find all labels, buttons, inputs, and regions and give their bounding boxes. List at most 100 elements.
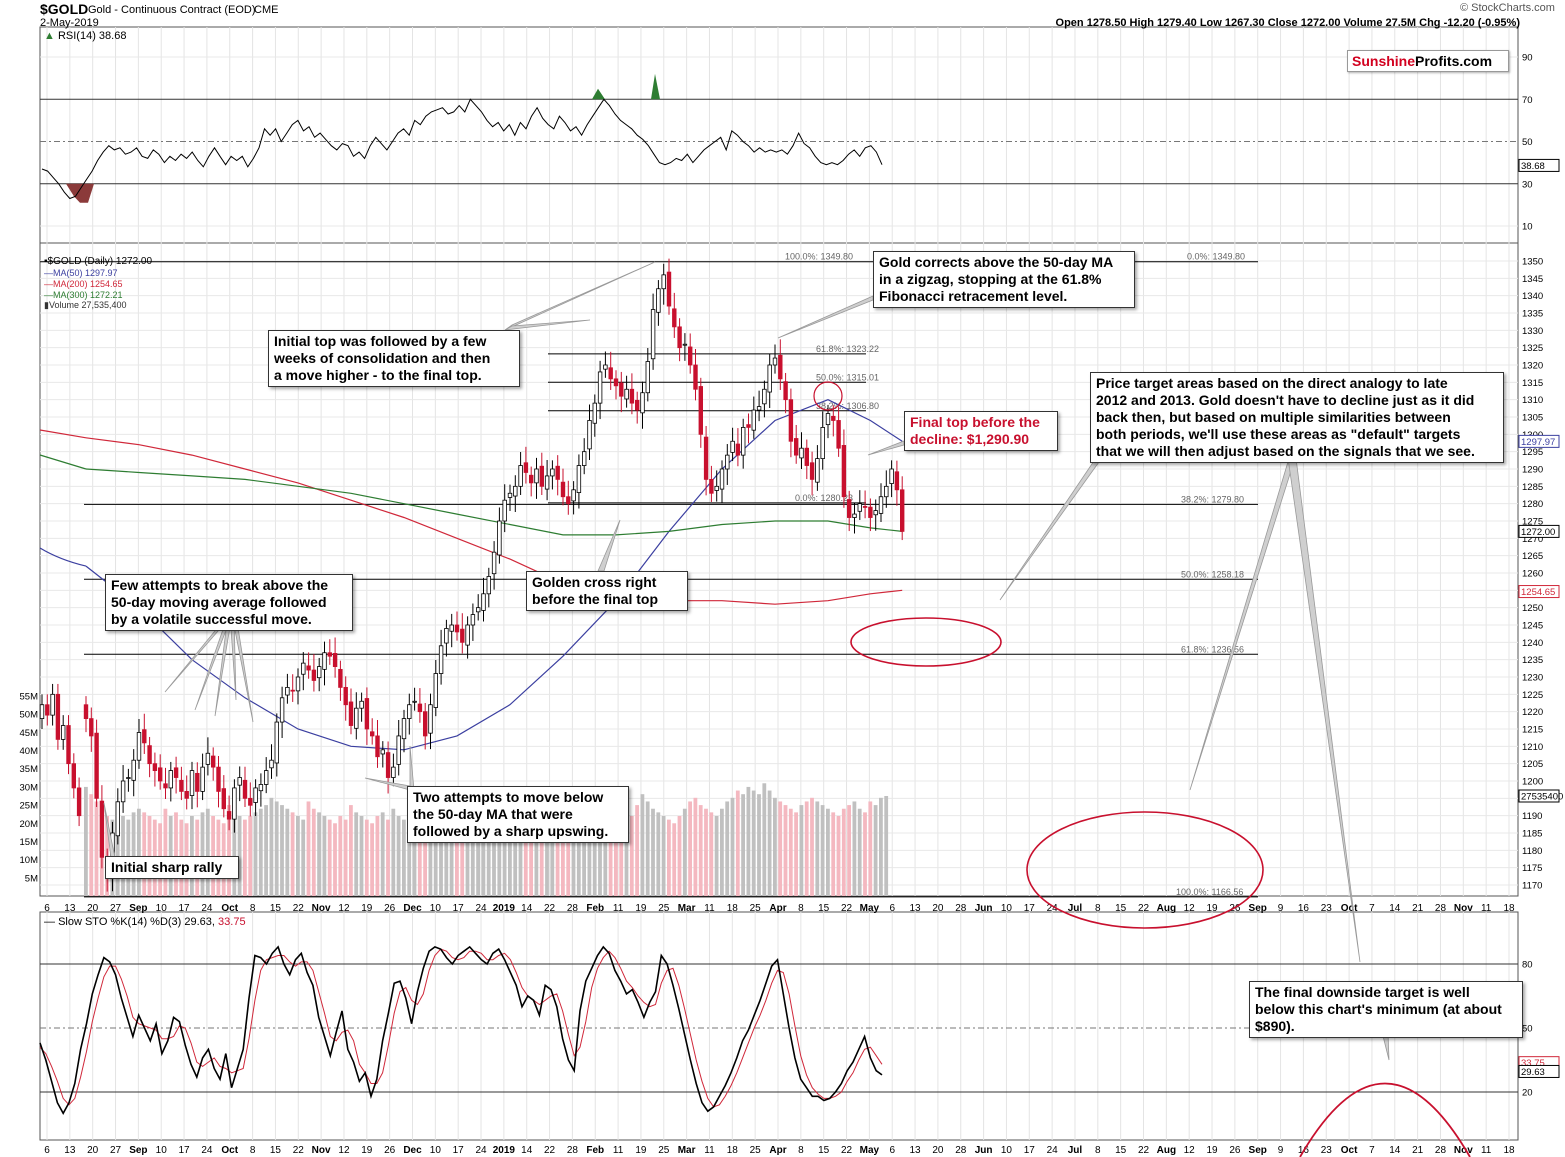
x-axis-label: 10 xyxy=(156,903,168,914)
sunshine-profits-logo: SunshineProfits.com xyxy=(1347,50,1509,72)
ma50-left-line xyxy=(39,547,87,567)
candle-body xyxy=(608,367,613,380)
x-axis-label: 2019 xyxy=(493,903,516,914)
candle-body xyxy=(438,645,444,674)
candle-body xyxy=(762,388,767,405)
x-axis-label: Dec xyxy=(403,903,422,914)
price-tick-label: 1250 xyxy=(1522,603,1543,614)
candle-body xyxy=(672,308,677,328)
candle-body xyxy=(380,749,385,755)
sto-x-axis-label: 17 xyxy=(1024,1145,1036,1156)
price-tick-label: 1260 xyxy=(1522,569,1543,580)
ma300-legend-text: MA(300) 1272.21 xyxy=(53,290,123,300)
annotation-few-attempts: Few attempts to break above the 50-day m… xyxy=(105,574,353,631)
candle-body xyxy=(900,489,905,532)
sto-x-axis-label: 13 xyxy=(910,1145,922,1156)
volume-bar xyxy=(131,812,136,896)
sto-legend-icon: — xyxy=(44,916,55,928)
fibonacci-label: 0.0%: 1280.23 xyxy=(795,493,853,503)
volume-bar xyxy=(566,816,571,896)
candle-body xyxy=(55,693,61,740)
candle-body xyxy=(889,468,894,484)
candle-body xyxy=(369,731,375,737)
price-tick-label: 1350 xyxy=(1522,257,1543,268)
sto-x-axis-label: 13 xyxy=(64,1145,76,1156)
candle-body xyxy=(301,662,306,675)
candle-body xyxy=(348,701,354,726)
volume-bar xyxy=(545,834,549,896)
candle-body xyxy=(465,624,470,646)
price-tick-label: 1215 xyxy=(1522,725,1543,736)
volume-bar xyxy=(836,816,841,896)
volume-bar xyxy=(396,816,401,896)
candle-body xyxy=(751,409,756,431)
volume-bar xyxy=(84,786,88,896)
candle-body xyxy=(841,445,847,498)
ma200-last-value: 1254.65 xyxy=(1521,587,1555,598)
ohlc-summary: Open 1278.50 High 1279.40 Low 1267.30 Cl… xyxy=(1055,17,1520,29)
price-tick-label: 1175 xyxy=(1522,863,1542,874)
volume-bar xyxy=(783,805,788,896)
sto-tick-label: 80 xyxy=(1522,960,1533,971)
candle-body xyxy=(89,718,94,737)
candle-body xyxy=(396,735,401,765)
pointer-gold-corrects xyxy=(777,295,874,339)
volume-bar xyxy=(174,812,178,896)
sto-x-axis-label: 7 xyxy=(1369,1145,1375,1156)
candle-body xyxy=(195,772,200,792)
fibonacci-label: 100.0%: 1166.56 xyxy=(1176,887,1243,897)
volume-bar xyxy=(640,794,645,896)
volume-bar xyxy=(794,812,798,896)
candle-body xyxy=(804,447,809,466)
x-axis-label: 28 xyxy=(955,903,967,914)
candle-body xyxy=(523,462,529,473)
candle-body xyxy=(778,354,783,380)
candle-body xyxy=(847,499,852,518)
candle-body xyxy=(735,443,741,456)
volume-bar xyxy=(741,794,745,896)
x-axis-label: 15 xyxy=(1115,903,1127,914)
logo-part-profits: Profits.com xyxy=(1415,53,1493,69)
volume-bar xyxy=(343,819,348,896)
candle-body xyxy=(809,462,815,480)
price-tick-label: 1295 xyxy=(1522,447,1543,458)
sto-x-axis-label: 10 xyxy=(1001,1145,1013,1156)
sto-x-axis-label: 18 xyxy=(727,1145,739,1156)
chart-date: 2-May-2019 xyxy=(40,17,99,29)
x-axis-label: 23 xyxy=(1321,903,1333,914)
volume-bar xyxy=(863,812,867,896)
x-axis-label: 10 xyxy=(1001,903,1013,914)
candle-body xyxy=(460,628,465,643)
sto-x-axis-label: 25 xyxy=(750,1145,762,1156)
volume-bar xyxy=(290,812,295,896)
volume-bar xyxy=(497,808,502,896)
sto-legend: — Slow STO %K(14) %D(3) 29.63, 33.75 xyxy=(44,916,246,928)
volume-bar xyxy=(317,812,321,896)
candle-body xyxy=(274,721,279,764)
sto-x-axis-label: 10 xyxy=(156,1145,168,1156)
ma50-legend: —MA(50) 1297.97 xyxy=(44,268,118,278)
candle-body xyxy=(338,668,343,688)
volume-bar xyxy=(693,797,698,896)
candle-body xyxy=(857,503,862,512)
volume-bar xyxy=(322,816,327,896)
candle-body xyxy=(730,440,735,453)
sto-legend-text: Slow STO %K(14) %D(3) 29.63, xyxy=(58,916,215,928)
candle-body xyxy=(703,436,709,480)
volume-bar xyxy=(852,801,857,896)
volume-tick-label: 35M xyxy=(20,764,39,775)
volume-bar xyxy=(163,808,168,896)
x-axis-label: 16 xyxy=(1298,903,1310,914)
candle-body xyxy=(873,510,878,516)
price-tick-label: 1285 xyxy=(1522,482,1543,493)
volume-tick-label: 25M xyxy=(20,801,39,812)
volume-bar xyxy=(89,794,94,896)
sto-x-axis-label: Oct xyxy=(1341,1145,1358,1156)
volume-bar xyxy=(428,816,433,896)
x-axis-label: 8 xyxy=(250,903,256,914)
x-axis-label: 6 xyxy=(44,903,50,914)
chart-instrument-name: Gold - Continuous Contract (EOD) xyxy=(88,4,256,16)
candle-body xyxy=(714,485,719,491)
sto-k-last-value: 29.63 xyxy=(1521,1067,1545,1078)
volume-bar xyxy=(804,801,809,896)
